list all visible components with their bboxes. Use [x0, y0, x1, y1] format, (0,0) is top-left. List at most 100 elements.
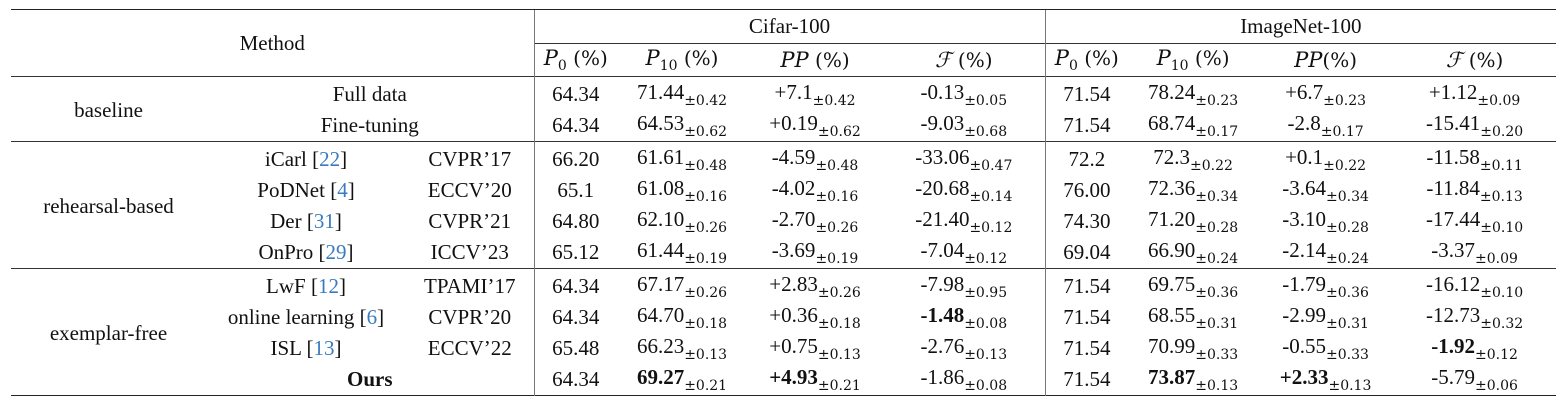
cell-value: -3.64 — [1282, 176, 1326, 200]
results-table-container: Method Cifar-100 ImageNet-100 P0 (%) P10 … — [11, 9, 1557, 396]
citation-bracket: [ — [301, 209, 314, 233]
metric-unit: (%) — [951, 47, 993, 72]
cell-std: ±0.28 — [1195, 220, 1239, 236]
citation-bracket: [ — [324, 178, 338, 202]
imagenet-cell-0: 71.54 — [1044, 364, 1129, 396]
cell-value: 72.36 — [1147, 176, 1196, 200]
cell-std: ±0.42 — [812, 93, 856, 109]
table-row: Fine-tuning 64.34 64.53±0.62 +0.19±0.62 -9.0… — [11, 110, 1556, 142]
cell-value: -2.76 — [920, 334, 965, 358]
method-label: iCarl — [264, 147, 307, 171]
cifar-cell-3: -21.40±0.12 — [883, 206, 1045, 237]
cell-value: 71.20 — [1147, 207, 1196, 231]
cell-std: ±0.23 — [1195, 93, 1239, 109]
cell-value: -7.04 — [920, 238, 965, 262]
citation-bracket: ] — [338, 274, 346, 298]
citation-bracket: [ — [313, 240, 326, 264]
citation-link[interactable]: 4 — [337, 178, 348, 202]
cell-std: ±0.09 — [1477, 93, 1521, 109]
cell-value: -1.92 — [1431, 334, 1475, 358]
cell-value: +0.19 — [769, 111, 818, 135]
cell-value: 69.27 — [636, 365, 685, 389]
imagenet-cell-3: -3.37±0.09 — [1393, 237, 1556, 269]
cifar-cell-3: -2.76±0.13 — [883, 333, 1045, 364]
cifar-cell-1: 67.17±0.26 — [617, 268, 748, 302]
cell-std: ±0.12 — [969, 220, 1013, 236]
cell-std: ±0.47 — [969, 158, 1013, 174]
citation-bracket: [ — [306, 147, 320, 171]
cell-value: 68.74 — [1147, 111, 1196, 135]
citation-link[interactable]: 31 — [313, 209, 335, 233]
cell-value: 71.44 — [636, 80, 685, 104]
cell-std: ±0.48 — [815, 158, 859, 174]
imagenet-cell-0: 76.00 — [1044, 175, 1129, 206]
metric-unit: (%) — [808, 47, 850, 72]
imagenet-cell-0: 69.04 — [1044, 237, 1129, 269]
cell-std: ±0.26 — [817, 285, 861, 301]
cifar-cell-2: +0.75±0.13 — [747, 333, 883, 364]
cell-value: 65.1 — [557, 178, 595, 202]
cifar-cell-0: 65.12 — [533, 237, 618, 269]
cell-std: ±0.08 — [964, 316, 1008, 332]
imagenet-cell-1: 70.99±0.33 — [1128, 333, 1258, 364]
cell-value: 64.53 — [636, 111, 685, 135]
cell-value: -5.79 — [1431, 365, 1475, 389]
cifar-cell-2: -2.70±0.26 — [747, 206, 883, 237]
cifar-cell-3: -1.48±0.08 — [883, 302, 1045, 333]
table-row: PoDNet [4] ECCV’20 65.1 61.08±0.16 -4.02±0.1… — [11, 175, 1556, 206]
metric-symbol: PP — [1294, 47, 1323, 72]
method-name: ISL [13] — [206, 333, 406, 364]
cell-value: -3.10 — [1282, 207, 1326, 231]
imagenet-cell-3: -17.44±0.10 — [1393, 206, 1556, 237]
citation-bracket: ] — [347, 178, 355, 202]
cifar-cell-2: -3.69±0.19 — [747, 237, 883, 269]
citation-link[interactable]: 13 — [313, 336, 335, 360]
cell-std: ±0.26 — [684, 220, 728, 236]
cell-std: ±0.22 — [1323, 158, 1367, 174]
cell-std: ±0.24 — [1325, 251, 1369, 267]
method-name: online learning [6] — [206, 302, 406, 333]
cell-value: -1.86 — [920, 365, 965, 389]
cell-std: ±0.68 — [964, 124, 1008, 140]
table-row: online learning [6] CVPR’20 64.34 64.70±0.1… — [11, 302, 1556, 333]
cell-value: 70.99 — [1147, 334, 1196, 358]
cell-value: -17.44 — [1426, 207, 1481, 231]
citation-link[interactable]: 6 — [366, 305, 378, 329]
cell-std: ±0.17 — [1195, 124, 1239, 140]
method-name: LwF [12] — [206, 268, 406, 302]
cifar-cell-0: 66.20 — [533, 141, 618, 175]
imagenet-cell-1: 72.3±0.22 — [1128, 141, 1259, 175]
dataset-header-cifar100: Cifar-100 — [533, 9, 1046, 44]
table-row: ISL [13] ECCV’22 65.48 66.23±0.13 +0.75±0.13… — [11, 333, 1556, 364]
cell-std: ±0.34 — [1325, 189, 1369, 205]
metric-header-imagenet-2: PP(%) — [1258, 43, 1394, 77]
cell-value: +2.83 — [769, 272, 818, 296]
cell-std: ±0.31 — [1325, 316, 1369, 332]
cifar-cell-1: 61.08±0.16 — [617, 175, 747, 206]
imagenet-cell-1: 78.24±0.23 — [1128, 76, 1259, 110]
cell-value: 71.54 — [1063, 367, 1111, 391]
cifar-cell-1: 69.27±0.21 — [617, 364, 747, 396]
cell-value: 71.54 — [1063, 82, 1111, 106]
cell-std: ±0.20 — [1480, 124, 1524, 140]
cifar-cell-1: 62.10±0.26 — [617, 206, 747, 237]
cifar-cell-2: +4.93±0.21 — [747, 364, 883, 396]
cell-value: 65.12 — [552, 240, 600, 264]
cell-std: ±0.12 — [1475, 347, 1518, 363]
cell-value: +2.33 — [1279, 365, 1329, 389]
cell-value: -20.68 — [915, 176, 970, 200]
cell-std: ±0.22 — [1189, 158, 1233, 174]
cell-value: 65.48 — [552, 336, 600, 360]
citation-link[interactable]: 12 — [317, 274, 339, 298]
citation-link[interactable]: 22 — [319, 147, 341, 171]
table-row: baseline Full data 64.34 71.44±0.42 +7.1±0.4… — [11, 76, 1557, 142]
metric-symbol: PP — [780, 47, 809, 72]
cell-value: +0.1 — [1285, 145, 1324, 169]
method-label: Der — [270, 209, 302, 233]
citation-link[interactable]: 29 — [325, 240, 347, 264]
cifar-cell-1: 71.44±0.42 — [617, 76, 748, 110]
cell-std: ±0.95 — [964, 285, 1008, 301]
cell-value: 64.34 — [552, 274, 600, 298]
cell-value: 69.04 — [1063, 240, 1111, 264]
cell-value: 64.34 — [552, 305, 600, 329]
